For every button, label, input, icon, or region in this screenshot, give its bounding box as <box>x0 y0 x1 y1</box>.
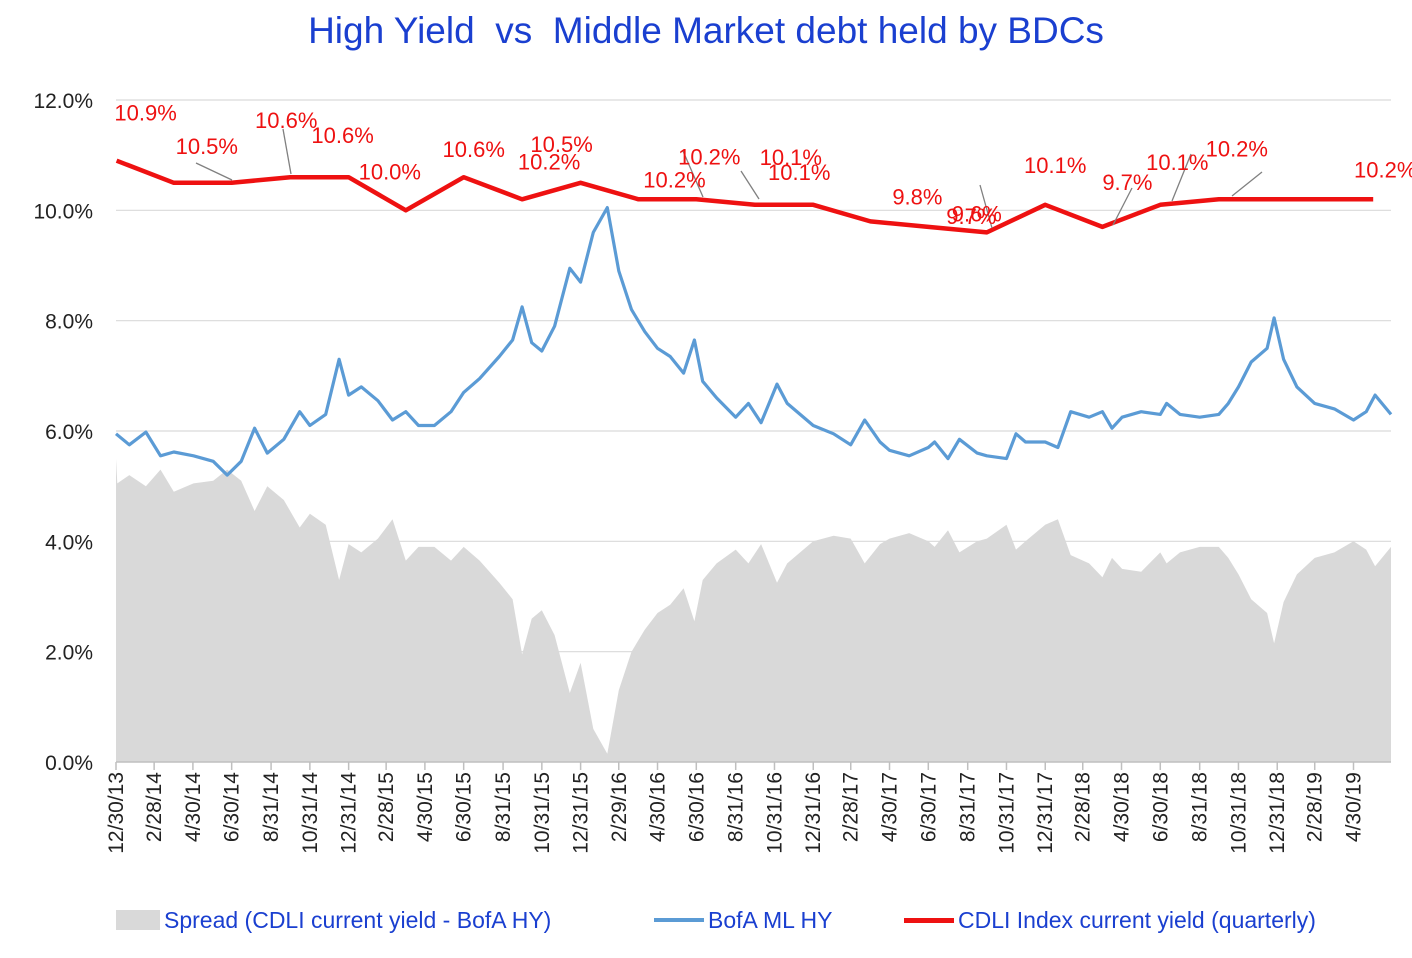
legend-label-hy: BofA ML HY <box>708 906 833 933</box>
legend: Spread (CDLI current yield - BofA HY) Bo… <box>0 903 1412 937</box>
legend-swatch-spread <box>116 910 160 930</box>
cdli-data-label: 10.0% <box>359 159 421 184</box>
spread-area-layer <box>116 458 1391 762</box>
data-label-leader <box>1231 171 1263 197</box>
x-tick-label: 8/31/15 <box>492 772 515 842</box>
cdli-data-label: 10.2% <box>643 167 705 192</box>
x-tick-label: 12/31/16 <box>802 772 825 854</box>
y-tick-label: 0.0% <box>45 752 93 775</box>
y-tick-label: 12.0% <box>33 90 93 113</box>
data-label-leader <box>1112 187 1133 226</box>
cdli-data-label: 10.6% <box>443 137 505 162</box>
x-tick-label: 4/30/15 <box>414 772 437 842</box>
legend-label-spread: Spread (CDLI current yield - BofA HY) <box>164 906 552 933</box>
x-tick-label: 4/30/14 <box>182 772 205 842</box>
x-tick-label: 12/31/18 <box>1266 772 1289 854</box>
x-tick-label: 2/28/18 <box>1072 772 1095 842</box>
legend-swatch-hy <box>654 918 704 922</box>
x-tick-label: 6/30/14 <box>221 772 244 842</box>
cdli-data-label: 10.5% <box>176 134 238 159</box>
cdli-data-label: 10.9% <box>114 101 176 126</box>
cdli-data-label: 9.6% <box>952 201 1002 226</box>
cdli-data-label: 10.5% <box>530 132 592 157</box>
x-tick-label: 8/31/14 <box>260 772 283 842</box>
hy-line-layer <box>114 206 1393 477</box>
data-label-leader <box>979 184 993 229</box>
x-tick-label: 2/28/15 <box>375 772 398 842</box>
cdli-data-label: 10.2% <box>518 149 580 174</box>
cdli-data-label: 10.2% <box>1206 136 1268 161</box>
y-tick-label: 6.0% <box>45 421 93 444</box>
cdli-data-label: 10.1% <box>1024 153 1086 178</box>
cdli-data-label: 10.1% <box>768 160 830 185</box>
data-label-leader <box>740 170 760 200</box>
y-tick-label: 2.0% <box>45 642 93 665</box>
legend-swatch-cdli <box>904 917 954 923</box>
x-tick-label: 4/30/19 <box>1343 772 1366 842</box>
x-axis: 12/30/13 2/28/14 4/30/14 6/30/14 8/31/14 10/3… <box>105 761 1391 854</box>
legend-item-spread: Spread (CDLI current yield - BofA HY) <box>116 903 551 937</box>
x-tick-label: 2/28/19 <box>1304 772 1327 842</box>
y-axis: 0.0% 2.0% 4.0% 6.0% 8.0% 10.0% 12.0% <box>33 90 93 775</box>
cdli-data-label: 9.7% <box>1102 170 1152 195</box>
legend-label-cdli: CDLI Index current yield (quarterly) <box>958 906 1316 933</box>
cdli-data-label: 10.6% <box>255 108 317 133</box>
data-label-leader <box>282 128 292 175</box>
x-tick-label: 8/31/18 <box>1189 772 1212 842</box>
chart-title: High Yield vs Middle Market debt held by… <box>308 10 1104 51</box>
x-tick-label: 12/31/15 <box>570 772 593 854</box>
cdli-line <box>115 158 1374 235</box>
hy-line <box>114 206 1393 477</box>
x-tick-label: 8/31/17 <box>957 772 980 842</box>
x-tick-label: 2/28/14 <box>143 772 166 842</box>
legend-item-cdli: CDLI Index current yield (quarterly) <box>904 903 1316 937</box>
cdli-line-layer <box>115 158 1374 235</box>
x-tick-label: 10/31/18 <box>1227 772 1250 854</box>
x-tick-label: 4/30/17 <box>879 772 902 842</box>
data-labels: 10.9%10.5%10.6%10.6%10.0%10.6% 10.2%10.5%… <box>114 101 1412 229</box>
y-tick-label: 10.0% <box>33 200 93 223</box>
cdli-data-label: 10.1% <box>1146 150 1208 175</box>
cdli-data-label: 9.7% <box>946 204 996 229</box>
x-tick-label: 10/31/14 <box>299 772 322 854</box>
y-tick-label: 8.0% <box>45 311 93 334</box>
y-tick-label: 4.0% <box>45 531 93 554</box>
cdli-data-label: 9.8% <box>892 184 942 209</box>
cdli-data-label: 10.6% <box>311 123 373 148</box>
x-tick-label: 6/30/16 <box>685 772 708 842</box>
x-tick-label: 6/30/15 <box>453 772 476 842</box>
data-label-leaders <box>195 128 1263 229</box>
x-tick-label: 8/31/16 <box>725 772 748 842</box>
x-tick-label: 10/31/15 <box>531 772 554 854</box>
spread-area <box>116 458 1391 762</box>
x-tick-label: 6/30/17 <box>917 772 940 842</box>
x-tick-label: 2/29/16 <box>608 772 631 842</box>
x-tick-label: 4/30/18 <box>1111 772 1134 842</box>
x-tick-label: 10/31/16 <box>763 772 786 854</box>
cdli-data-label: 10.2% <box>1354 157 1412 182</box>
x-tick-label: 12/31/17 <box>1034 772 1057 854</box>
x-tick-label: 6/30/18 <box>1149 772 1172 842</box>
x-tick-label: 12/30/13 <box>105 772 128 854</box>
data-label-leader <box>1171 153 1192 202</box>
x-tick-label: 10/31/17 <box>995 772 1018 854</box>
legend-item-hy: BofA ML HY <box>654 903 832 937</box>
x-tick-label: 12/31/14 <box>338 772 361 854</box>
data-label-leader <box>682 150 704 198</box>
data-label-leader <box>195 162 233 181</box>
cdli-data-label: 10.1% <box>760 145 822 170</box>
cdli-data-label: 10.2% <box>678 144 740 169</box>
x-tick-label: 4/30/16 <box>647 772 670 842</box>
x-tick-label: 2/28/17 <box>840 772 863 842</box>
